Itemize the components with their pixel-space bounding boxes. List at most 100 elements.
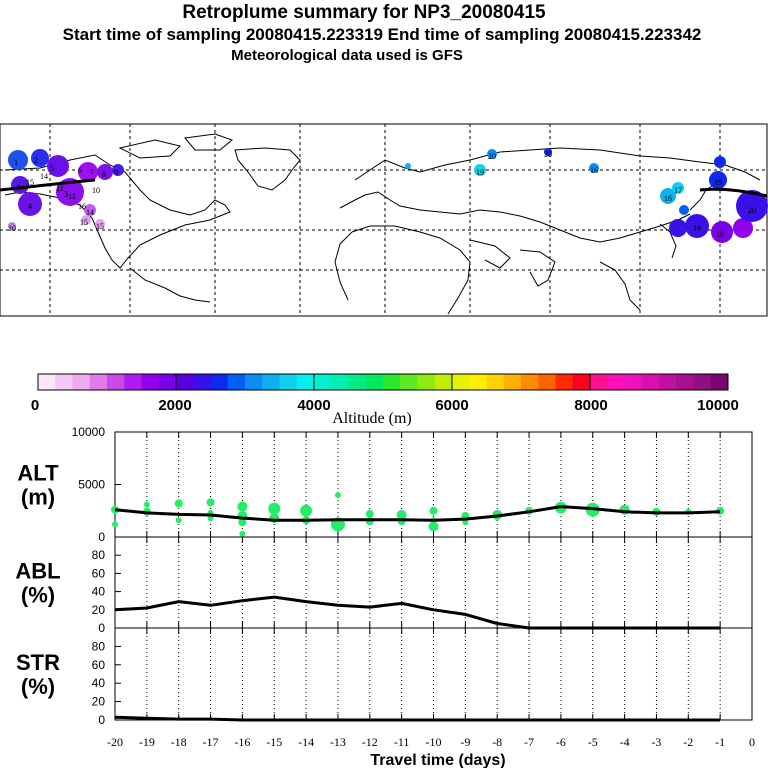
colorbar-swatch bbox=[659, 374, 677, 390]
y-axis-label: ALT bbox=[17, 461, 59, 486]
plume-label: 4 bbox=[28, 202, 32, 211]
colorbar-axis-label: Altitude (m) bbox=[332, 410, 412, 427]
colorbar-swatch bbox=[38, 374, 56, 390]
x-tick-label: -10 bbox=[426, 735, 442, 749]
altitude-point bbox=[268, 502, 281, 515]
altitude-point bbox=[300, 504, 313, 517]
altitude-point bbox=[429, 506, 438, 515]
altitude-point bbox=[112, 521, 118, 528]
plume-marker bbox=[18, 192, 42, 216]
colorbar-swatch bbox=[210, 374, 229, 390]
plume-label: 15 bbox=[80, 218, 88, 227]
x-axis-label: Travel time (days) bbox=[370, 752, 505, 768]
colorbar-swatch bbox=[521, 374, 539, 390]
plume-label: 14 bbox=[86, 208, 94, 217]
colorbar-swatch bbox=[141, 374, 160, 390]
x-tick-label: 0 bbox=[749, 735, 755, 749]
x-tick-label: -12 bbox=[362, 735, 378, 749]
plume-marker bbox=[78, 162, 98, 182]
plume-marker bbox=[709, 171, 727, 189]
colorbar-swatch bbox=[158, 374, 177, 390]
colorbar-tick-label: 10000 bbox=[697, 397, 739, 414]
x-tick-label: -5 bbox=[588, 735, 598, 749]
colorbar-swatch bbox=[572, 374, 591, 390]
colorbar-swatch bbox=[434, 374, 453, 390]
plume-marker bbox=[733, 218, 753, 238]
plume-marker bbox=[685, 214, 709, 238]
x-tick-label: -11 bbox=[394, 735, 410, 749]
altitude-point bbox=[365, 509, 374, 518]
colorbar: 0 2000 4000 6000 8000 10000 Altitude (m) bbox=[31, 373, 739, 427]
y-tick-label: 0 bbox=[98, 530, 105, 544]
plume-label: 11 bbox=[56, 184, 64, 193]
plume-label: 20 bbox=[544, 150, 552, 159]
colorbar-swatch bbox=[245, 374, 263, 390]
plume-label: 20 bbox=[488, 152, 496, 161]
colorbar-swatch bbox=[710, 374, 729, 390]
altitude-point bbox=[206, 498, 215, 507]
colorbar-swatch bbox=[624, 374, 643, 390]
colorbar-swatch bbox=[55, 374, 73, 390]
plume-marker bbox=[544, 148, 552, 156]
met-data-note: Meteorological data used is GFS bbox=[231, 47, 463, 64]
colorbar-swatch bbox=[193, 374, 211, 390]
colorbar-tick-label: 4000 bbox=[297, 397, 330, 414]
colorbar-swatch bbox=[262, 374, 280, 390]
y-axis-label: (%) bbox=[21, 674, 55, 699]
plume-label: 4 bbox=[16, 183, 20, 192]
x-tick-label: -18 bbox=[171, 735, 187, 749]
colorbar-swatch bbox=[607, 374, 625, 390]
plume-marker bbox=[405, 163, 411, 169]
plume-label: 19 bbox=[693, 224, 701, 233]
colorbar-swatch bbox=[314, 374, 332, 390]
x-tick-label: -6 bbox=[556, 735, 566, 749]
x-tick-label: -16 bbox=[234, 735, 250, 749]
plume-marker bbox=[474, 164, 486, 176]
colorbar-swatch bbox=[227, 374, 246, 390]
panel-abl: 80 60 40 20 0 ABL(%) bbox=[15, 536, 753, 635]
y-tick-label: 5000 bbox=[78, 478, 105, 492]
plume-marker bbox=[47, 155, 69, 177]
plume-label: 3 bbox=[64, 190, 68, 199]
sampling-times: Start time of sampling 20080415.223319 E… bbox=[62, 25, 702, 44]
panel-frame bbox=[114, 536, 753, 629]
colorbar-swatch bbox=[176, 374, 194, 390]
colorbar-swatch bbox=[331, 374, 349, 390]
plume-label: 19 bbox=[476, 168, 484, 177]
plume-label: 5 bbox=[50, 164, 54, 173]
colorbar-swatch bbox=[503, 374, 522, 390]
y-tick-label: 0 bbox=[98, 713, 105, 727]
x-tick-label: -17 bbox=[203, 735, 219, 749]
colorbar-swatch bbox=[452, 374, 470, 390]
plume-marker bbox=[84, 204, 96, 216]
altitude-point bbox=[175, 517, 182, 524]
plume-markers bbox=[8, 148, 768, 243]
x-tick-label: -4 bbox=[620, 735, 630, 749]
x-tick-label: -2 bbox=[683, 735, 693, 749]
x-tick-label: -14 bbox=[298, 735, 314, 749]
plume-marker bbox=[112, 164, 124, 176]
colorbar-swatch bbox=[72, 374, 91, 390]
altitude-point bbox=[239, 530, 246, 537]
colorbar-tick-labels: 0 2000 4000 6000 8000 10000 bbox=[31, 397, 739, 414]
y-axis-label: ABL bbox=[15, 559, 60, 584]
colorbar-tick-label: 8000 bbox=[574, 397, 607, 414]
plume-label: 16 bbox=[590, 166, 598, 175]
altitude-point bbox=[462, 519, 469, 526]
y-tick-label: 60 bbox=[92, 566, 106, 580]
series-line bbox=[114, 595, 721, 630]
plume-marker bbox=[31, 149, 49, 167]
plume-label: 6 bbox=[78, 166, 82, 175]
altitude-point bbox=[143, 501, 150, 508]
colorbar-swatch bbox=[676, 374, 694, 390]
colorbar-frame bbox=[37, 373, 729, 391]
y-tick-label: 80 bbox=[92, 639, 106, 653]
plume-marker bbox=[660, 188, 676, 204]
plume-marker bbox=[714, 156, 726, 168]
x-tick-label: -20 bbox=[107, 735, 123, 749]
colorbar-tick-label: 0 bbox=[31, 397, 39, 414]
map-graticule bbox=[0, 124, 767, 316]
y-axis-label: (%) bbox=[21, 583, 55, 608]
plume-marker bbox=[487, 149, 497, 159]
plume-marker bbox=[56, 178, 84, 206]
